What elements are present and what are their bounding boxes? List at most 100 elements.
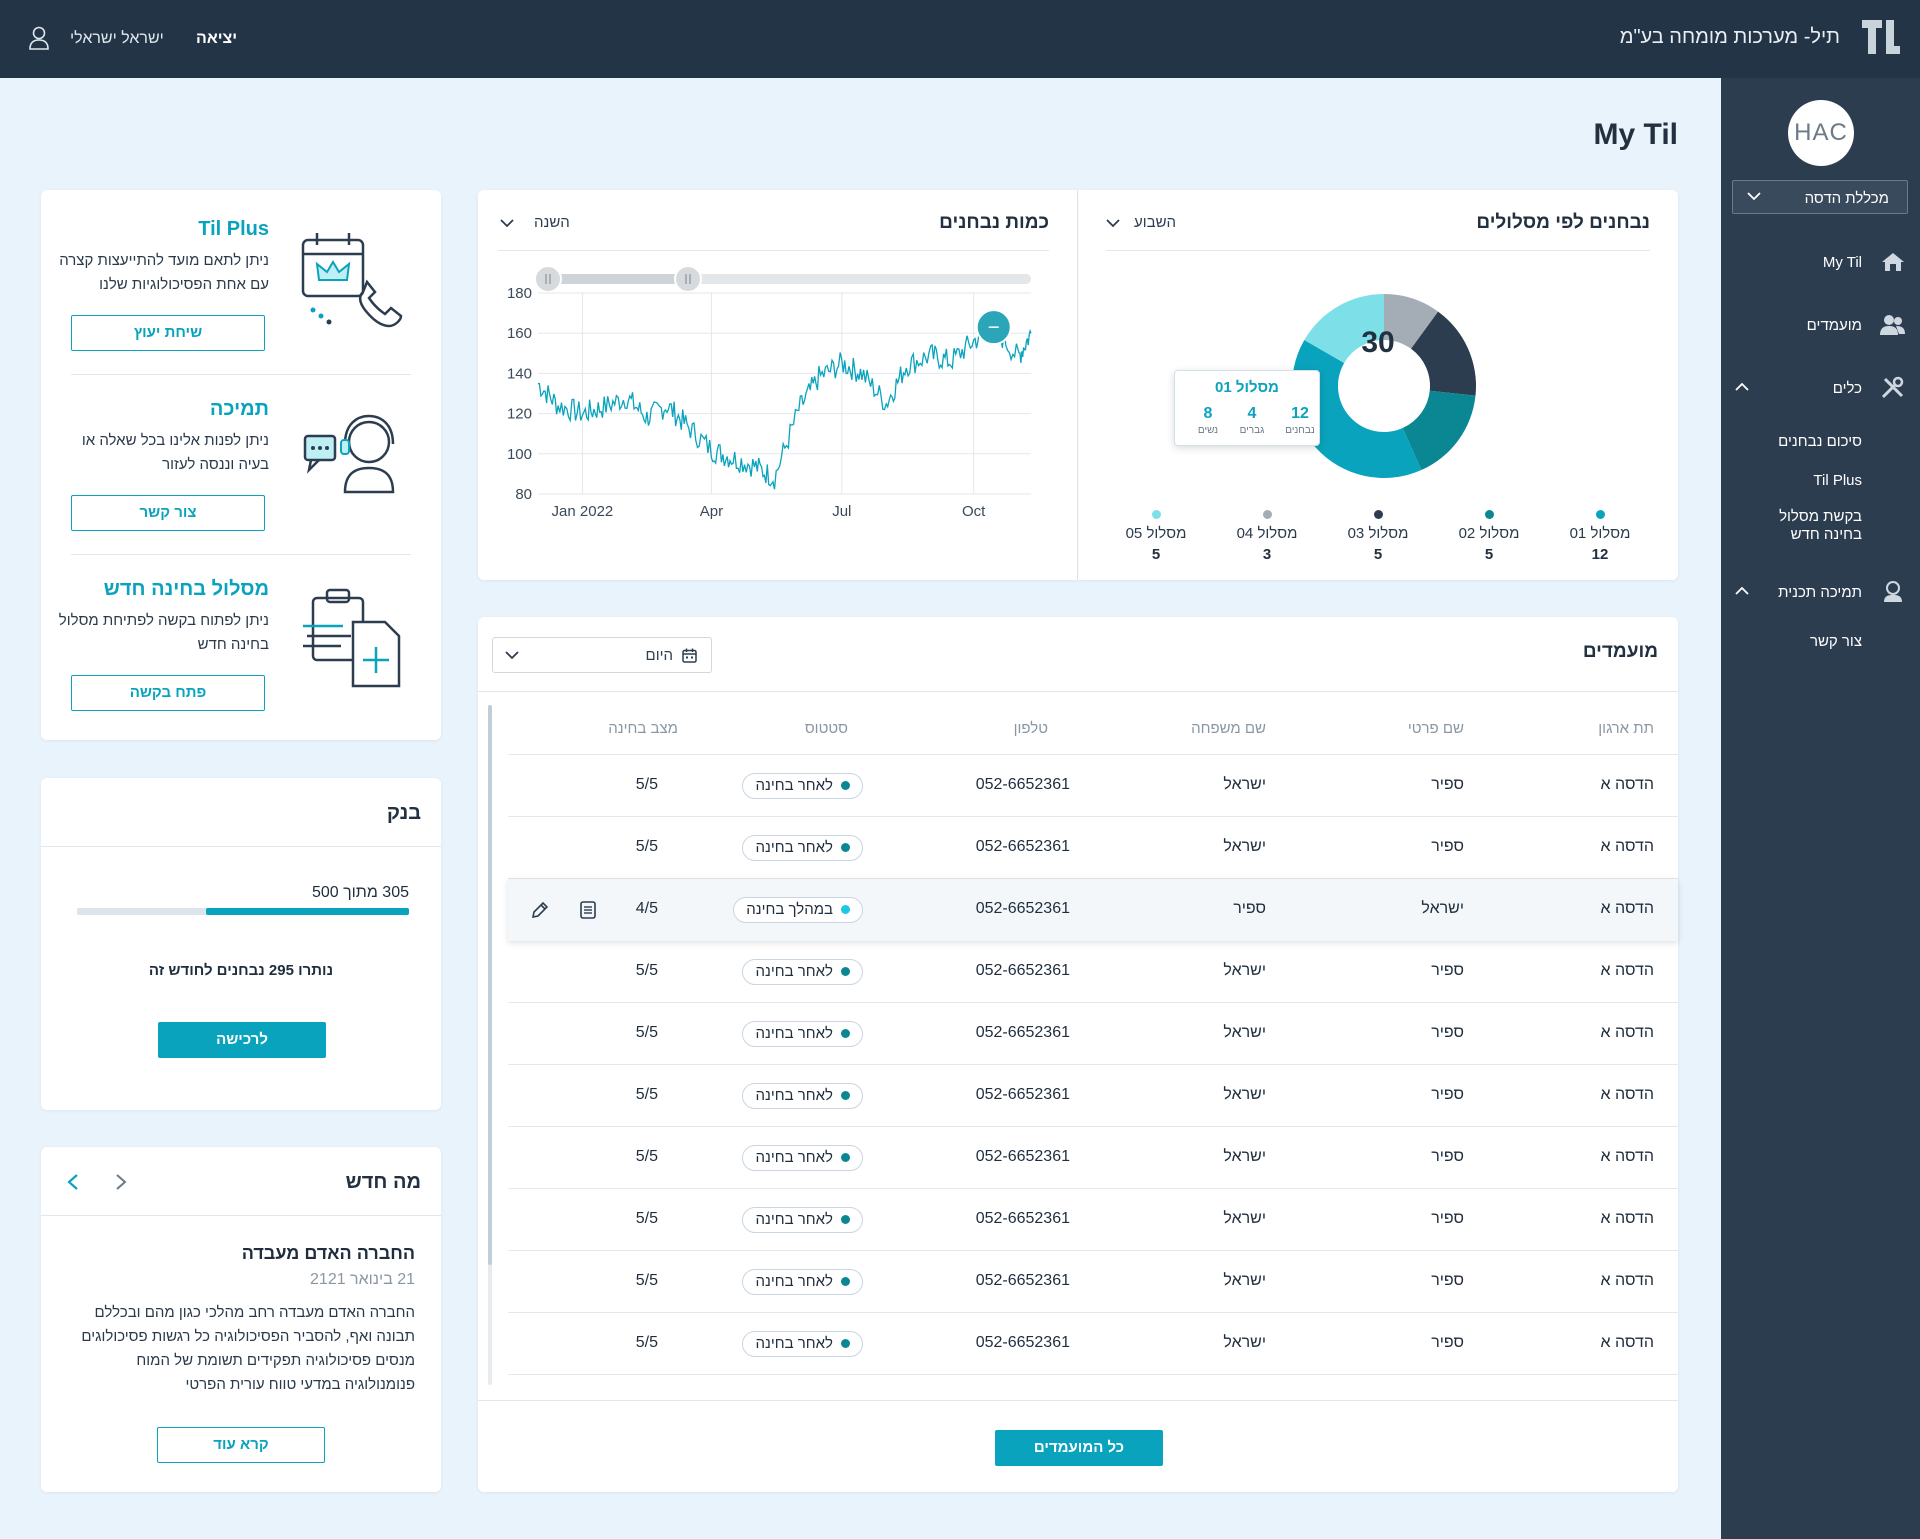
donut-slice-4[interactable] <box>1384 294 1439 349</box>
bank-progress-fill <box>206 908 409 915</box>
service-desc: ניתן לתאם מועד להתייעצות קצרה עם אחת הפס… <box>59 252 269 293</box>
table-row[interactable]: הדסה א ספיר ישראל 052-6652361 5/5 לאחר בחינה <box>508 1127 1678 1189</box>
cell-exam-state: 5/5 <box>635 1148 658 1165</box>
donut-slice-3[interactable] <box>1411 311 1476 396</box>
edit-icon[interactable] <box>530 900 550 920</box>
table-row[interactable]: הדסה א ישראל ספיר 052-6652361 4/5 במהלך בחינה <box>508 879 1678 941</box>
status-dot <box>841 843 850 852</box>
y-tick-label: 160 <box>507 325 532 342</box>
divider <box>41 846 441 847</box>
chevron-up-icon[interactable] <box>1735 586 1749 595</box>
sidebar-subitem-new-route[interactable]: בקשת מסלול בחינה חדש <box>1779 508 1862 543</box>
status-dot <box>841 1215 850 1224</box>
table-row[interactable]: הדסה א ספיר ישראל 052-6652361 5/5 לאחר בחינה <box>508 941 1678 1003</box>
cell-last-name: ישראל <box>1223 1272 1266 1289</box>
status-dot <box>841 967 850 976</box>
table-scrollbar-thumb[interactable] <box>488 705 492 1265</box>
report-icon[interactable] <box>578 900 598 920</box>
table-row[interactable]: הדסה א ספיר ישראל 052-6652361 5/5 לאחר בחינה <box>508 1003 1678 1065</box>
legend-item-route-1[interactable]: מסלול 01 12 <box>1560 510 1640 563</box>
cell-last-name: ישראל <box>1223 1334 1266 1351</box>
table-row[interactable]: הדסה א ספיר ישראל 052-6652361 5/5 לאחר בחינה <box>508 817 1678 879</box>
cell-first-name: ספיר <box>1431 1334 1464 1351</box>
table-row[interactable]: הדסה א ספיר ישראל 052-6652361 5/5 לאחר בחינה <box>508 755 1678 817</box>
routes-period-select[interactable]: השבוע <box>1106 212 1186 236</box>
count-period-select[interactable]: השנה <box>500 212 580 236</box>
sidebar-item-label: כלים <box>1832 380 1862 397</box>
chevron-right-icon[interactable] <box>115 1173 127 1191</box>
status-text: לאחר בחינה <box>755 1087 833 1104</box>
cell-phone: 052-6652361 <box>975 1148 1070 1165</box>
user-name: ישראל ישראלי <box>70 30 164 47</box>
legend-value: 3 <box>1262 546 1272 563</box>
sidebar-item-support[interactable]: תמיכה תכנית <box>1721 578 1920 608</box>
cell-org: הדסה א <box>1600 1272 1655 1289</box>
table-row[interactable]: הדסה א ספיר ישראל 052-6652361 5/5 לאחר בחינה <box>508 1251 1678 1313</box>
legend-item-route-2[interactable]: מסלול 02 5 <box>1449 510 1529 563</box>
cell-exam-state: 5/5 <box>635 962 658 979</box>
y-tick-label: 140 <box>507 365 532 382</box>
donut-slice-5[interactable] <box>1304 294 1384 363</box>
sidebar-item-tools[interactable]: כלים <box>1721 374 1920 404</box>
range-slider-handle-1[interactable] <box>534 265 562 293</box>
divider <box>498 250 1049 251</box>
column-header-phone: טלפון <box>1013 720 1048 737</box>
cell-first-name: ספיר <box>1431 962 1464 979</box>
cell-exam-state: 5/5 <box>635 1272 658 1289</box>
status-badge: לאחר בחינה <box>742 773 863 799</box>
cell-org: הדסה א <box>1600 1210 1655 1227</box>
logout-link[interactable]: יציאה <box>196 30 238 47</box>
column-header-status: סטטוס <box>804 720 848 737</box>
donut-slice-2[interactable] <box>1402 390 1476 471</box>
date-filter-select[interactable]: היום <box>492 637 712 673</box>
cell-phone: 052-6652361 <box>975 1334 1070 1351</box>
cell-first-name: ישראל <box>1421 900 1464 917</box>
org-select[interactable]: מכללת הדסה <box>1732 180 1908 214</box>
table-scrollbar-track[interactable] <box>488 705 492 1385</box>
legend-item-route-5[interactable]: מסלול 05 5 <box>1116 510 1196 563</box>
divider <box>1077 190 1078 580</box>
calendar-icon <box>682 648 697 663</box>
divider <box>508 754 1678 755</box>
cell-phone: 052-6652361 <box>975 1210 1070 1227</box>
status-dot <box>841 781 850 790</box>
all-candidates-button[interactable]: כל המועמדים <box>995 1430 1163 1466</box>
divider <box>478 691 1678 692</box>
table-row[interactable]: הדסה א ספיר ישראל 052-6652361 5/5 לאחר בחינה <box>508 1189 1678 1251</box>
sidebar-subitem-til-plus[interactable]: Til Plus <box>1813 472 1862 489</box>
legend-item-route-4[interactable]: מסלול 04 3 <box>1227 510 1307 563</box>
contact-button[interactable]: צור קשר <box>71 495 265 531</box>
cell-org: הדסה א <box>1600 838 1655 855</box>
user-icon[interactable] <box>28 26 50 50</box>
cell-org: הדסה א <box>1600 1024 1655 1041</box>
chevron-left-icon[interactable] <box>67 1173 79 1191</box>
consult-button[interactable]: שיחת יעוץ <box>71 315 265 351</box>
open-request-button[interactable]: פתח בקשה <box>71 675 265 711</box>
cell-phone: 052-6652361 <box>975 1024 1070 1041</box>
sidebar-item-label: תמיכה תכנית <box>1778 584 1862 601</box>
column-header-last-name: שם משפחה <box>1191 720 1266 737</box>
cell-first-name: ספיר <box>1431 1272 1464 1289</box>
legend-dot <box>1595 510 1605 519</box>
sidebar-subitem-summary[interactable]: סיכום נבחנים <box>1778 433 1862 450</box>
sidebar-subitem-contact[interactable]: צור קשר <box>1809 633 1862 650</box>
service-title: Til Plus <box>198 218 269 240</box>
sidebar-item-my-til[interactable]: My Til <box>1721 248 1920 278</box>
cell-exam-state: 5/5 <box>635 776 658 793</box>
legend-label: מסלול 05 <box>1125 525 1187 542</box>
chevron-up-icon[interactable] <box>1735 382 1749 391</box>
read-more-button[interactable]: קרא עוד <box>157 1427 325 1463</box>
y-tick-label: 100 <box>507 446 532 463</box>
sidebar-item-candidates[interactable]: מועמדים <box>1721 311 1920 341</box>
sidebar-item-label: My Til <box>1822 254 1862 271</box>
range-slider-handle-2[interactable] <box>674 265 702 293</box>
donut-slice-1[interactable] <box>1292 340 1422 478</box>
legend-label: מסלול 02 <box>1458 525 1520 542</box>
legend-item-route-3[interactable]: מסלול 03 5 <box>1338 510 1418 563</box>
table-row[interactable]: הדסה א ספיר ישראל 052-6652361 5/5 לאחר בחינה <box>508 1065 1678 1127</box>
candidates-card: מועמדים היום תת ארגון שם פרטי שם משפחה ט… <box>478 617 1678 1492</box>
purchase-button[interactable]: לרכישה <box>158 1022 326 1058</box>
table-row[interactable]: הדסה א ספיר ישראל 052-6652361 5/5 לאחר בחינה <box>508 1313 1678 1375</box>
tooltip-value: 4 <box>1247 405 1257 422</box>
legend-label: מסלול 01 <box>1569 525 1631 542</box>
